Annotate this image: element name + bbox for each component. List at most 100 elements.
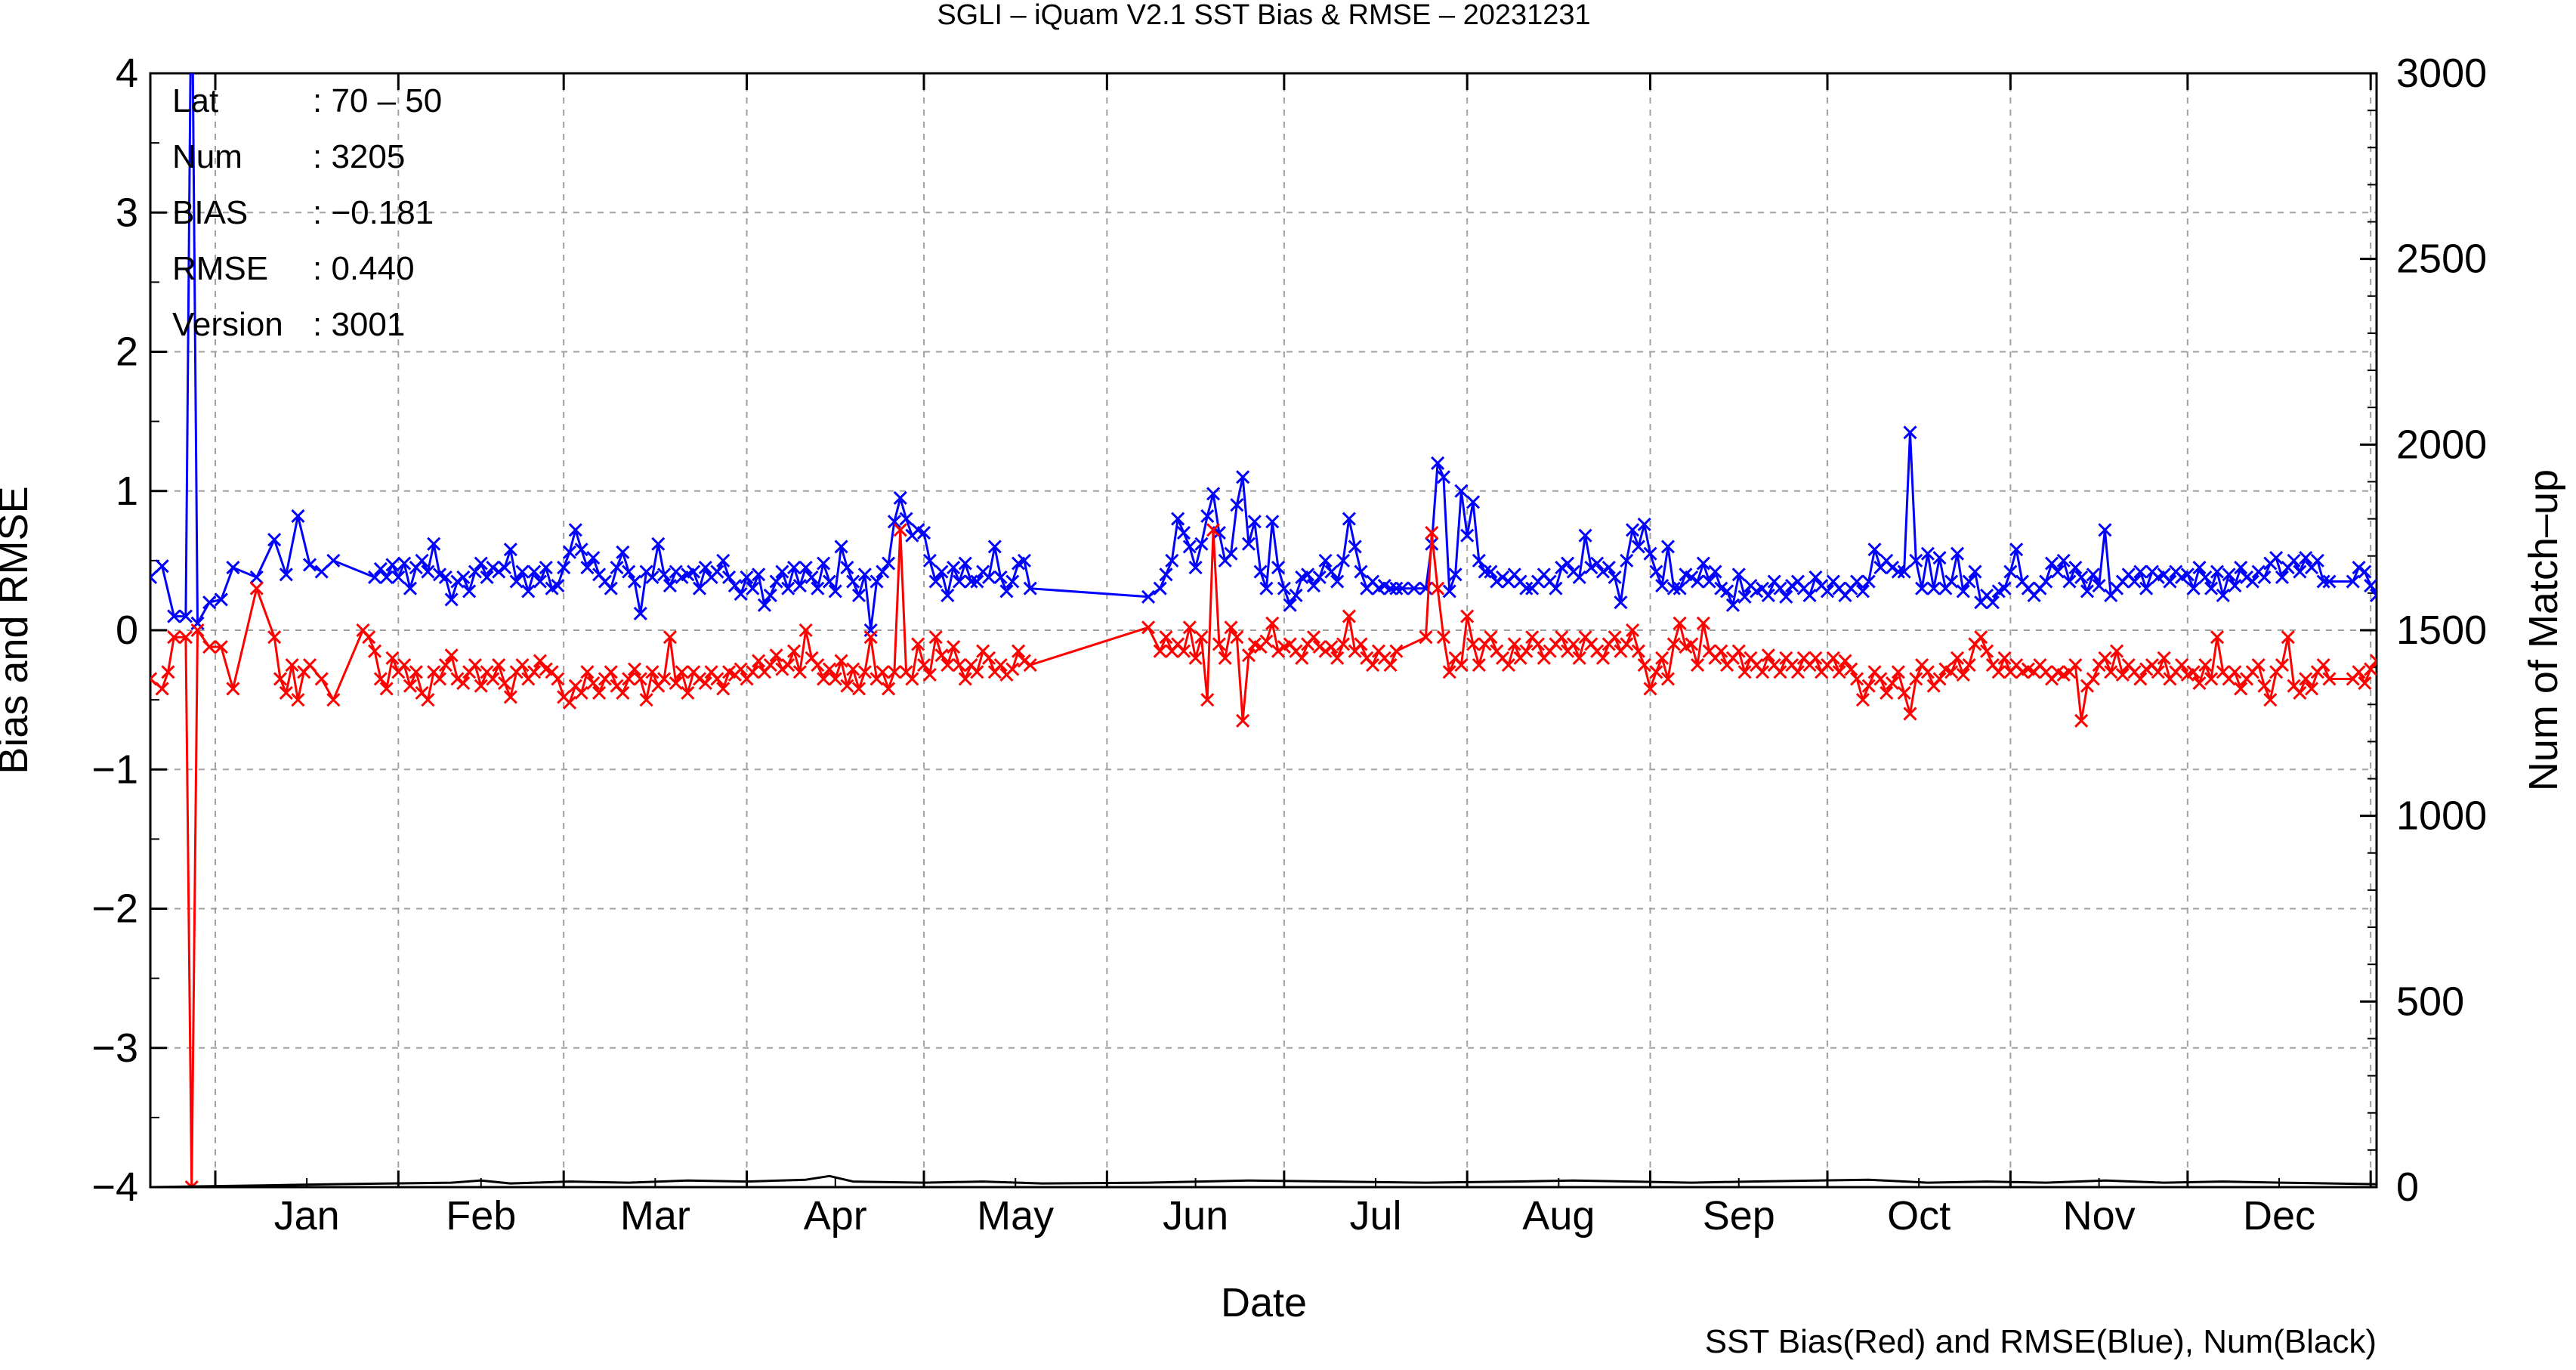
rmse-point (1200, 509, 1215, 523)
rmse-point (887, 515, 902, 529)
rmse-point (551, 578, 565, 593)
rmse-point (999, 584, 1014, 598)
bias-point (916, 658, 931, 673)
rmse-point (178, 609, 193, 623)
rmse-point (1490, 574, 1504, 589)
bias-point (1472, 658, 1486, 673)
rmse-point (947, 561, 961, 575)
bias-point (2086, 672, 2100, 686)
bias-point (421, 693, 435, 707)
rmse-point (1660, 540, 1676, 554)
bias-point (1932, 672, 1947, 686)
rmse-point (1555, 561, 1569, 575)
bias-point (1903, 707, 1917, 721)
bias-point (698, 676, 712, 691)
rmse-point (2210, 564, 2225, 579)
rmse-point (1312, 570, 1327, 585)
bias-point (911, 637, 925, 651)
bias-point (150, 672, 158, 686)
rmse-point (1301, 567, 1315, 582)
bias-point (887, 665, 902, 679)
bias-point (226, 682, 240, 696)
rmse-point (1997, 581, 2012, 595)
bias-point (1991, 665, 2006, 679)
rmse-point (1920, 546, 1935, 561)
rmse-point (1731, 567, 1746, 582)
rmse-point (2275, 570, 2289, 585)
bias-point (2157, 651, 2171, 665)
x-tick-label-nov: Nov (2063, 1193, 2136, 1239)
bias-point (769, 648, 783, 663)
bias-point (2293, 685, 2307, 700)
bias-point (922, 667, 937, 682)
rmse-point (1549, 581, 1563, 595)
rmse-point (1354, 564, 1368, 579)
bias-point (2198, 658, 2213, 673)
bias-point (1950, 651, 1965, 665)
bias-point (2204, 672, 2219, 686)
rmse-point (1407, 581, 1421, 595)
rmse-point (2098, 523, 2112, 537)
bias-point (763, 658, 777, 673)
bias-point (1366, 658, 1380, 673)
rmse-point (373, 561, 388, 576)
y-right-tick-label: 2500 (2396, 237, 2487, 282)
bias-point (627, 662, 642, 676)
rmse-point (2228, 578, 2242, 593)
bias-point (1159, 630, 1173, 645)
x-axis-label: Date (1221, 1280, 1307, 1325)
y-axis-right-label: Num of Match–up (2521, 469, 2566, 791)
bias-point (503, 690, 517, 704)
bias-point (1625, 623, 1640, 638)
rmse-point (1236, 470, 1250, 484)
rmse-point (1289, 588, 1303, 602)
bias-point (817, 672, 831, 686)
bias-point (1643, 682, 1657, 696)
bias-point (1012, 644, 1026, 658)
bias-point (1336, 637, 1351, 651)
bias-point (1194, 630, 1209, 645)
rmse-point (899, 512, 913, 526)
bias-point (397, 658, 412, 673)
bias-point (840, 679, 854, 693)
bias-point (1200, 693, 1215, 707)
rmse-point (1448, 567, 1463, 582)
bias-point (639, 693, 653, 707)
rmse-point (763, 588, 777, 602)
rmse-point (604, 581, 618, 595)
bias-point (645, 665, 659, 679)
rmse-point (2068, 561, 2083, 575)
rmse-point (2316, 574, 2330, 589)
bias-point (1909, 672, 1923, 686)
bias-point (2109, 644, 2124, 658)
rmse-point (941, 588, 955, 602)
rmse-point (2287, 553, 2301, 567)
rmse-point (781, 581, 795, 595)
bias-point (1997, 651, 2012, 665)
rmse-point (1909, 553, 1923, 567)
rmse-point (716, 553, 730, 567)
bias-point (1690, 658, 1705, 673)
bias-point (533, 654, 547, 668)
axis-ticks (150, 72, 2377, 1189)
bias-point (746, 665, 760, 679)
bias-point (863, 630, 878, 645)
bias-point (1737, 665, 1752, 679)
bias-point (1879, 685, 1894, 700)
rmse-point (2086, 567, 2100, 582)
rmse-series-line (150, 73, 2377, 632)
bias-point (2228, 665, 2242, 679)
rmse-point (391, 570, 406, 585)
bias-point (1673, 616, 1687, 630)
rmse-point (474, 556, 488, 571)
rmse-point (1737, 589, 1752, 604)
rmse-point (1454, 484, 1469, 498)
bias-point (1507, 637, 1521, 651)
bias-point (362, 630, 376, 645)
bias-point (675, 665, 689, 679)
rmse-point (851, 588, 866, 602)
bias-point (1466, 637, 1481, 651)
bias-point (828, 672, 842, 686)
rmse-point (1472, 553, 1486, 567)
bias-point (497, 676, 512, 691)
